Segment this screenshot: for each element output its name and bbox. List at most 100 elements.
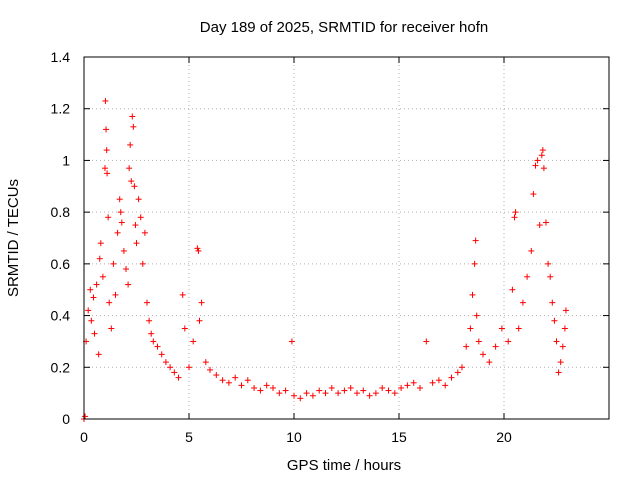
y-tick-label: 0 bbox=[62, 411, 70, 427]
data-point bbox=[532, 162, 539, 169]
data-point bbox=[108, 325, 115, 332]
data-point bbox=[429, 379, 436, 386]
data-point bbox=[448, 374, 455, 381]
data-point bbox=[423, 338, 430, 345]
y-tick-label: 0.4 bbox=[51, 308, 71, 324]
x-tick-label: 5 bbox=[185, 429, 193, 445]
data-point bbox=[148, 330, 155, 337]
data-point bbox=[511, 214, 518, 221]
data-point bbox=[562, 307, 569, 314]
data-point bbox=[540, 165, 547, 172]
data-point bbox=[410, 379, 417, 386]
data-point bbox=[545, 260, 552, 267]
data-point bbox=[341, 387, 348, 394]
data-point bbox=[486, 359, 493, 366]
data-point bbox=[91, 330, 98, 337]
x-tick-labels: 0 5 10 15 20 bbox=[80, 429, 512, 445]
data-point bbox=[198, 299, 205, 306]
data-point bbox=[130, 123, 137, 130]
data-point bbox=[524, 273, 531, 280]
data-point bbox=[190, 338, 197, 345]
data-point bbox=[118, 219, 125, 226]
data-point bbox=[114, 229, 121, 236]
data-point bbox=[186, 364, 192, 371]
data-point bbox=[509, 286, 516, 293]
data-point bbox=[291, 392, 297, 399]
data-point bbox=[559, 343, 566, 350]
data-point bbox=[512, 209, 519, 216]
data-point bbox=[150, 338, 157, 345]
data-point bbox=[146, 317, 153, 324]
data-point bbox=[538, 152, 545, 159]
data-point bbox=[471, 260, 478, 267]
data-point bbox=[88, 317, 95, 324]
data-point bbox=[105, 214, 112, 221]
data-point bbox=[110, 260, 117, 267]
data-point bbox=[391, 390, 398, 397]
data-point bbox=[404, 382, 411, 389]
data-point bbox=[553, 338, 560, 345]
data-point bbox=[167, 364, 174, 371]
data-point bbox=[561, 325, 568, 332]
data-point bbox=[162, 359, 169, 366]
data-point bbox=[547, 273, 554, 280]
data-point bbox=[238, 382, 245, 389]
data-point bbox=[232, 374, 239, 381]
data-point bbox=[225, 379, 232, 386]
data-point bbox=[480, 351, 486, 358]
data-point bbox=[179, 291, 186, 298]
data-point bbox=[539, 147, 546, 154]
data-point bbox=[519, 299, 526, 306]
data-point bbox=[555, 369, 562, 376]
data-point bbox=[435, 377, 442, 384]
data-point bbox=[505, 338, 512, 345]
data-point bbox=[102, 97, 109, 104]
data-point bbox=[131, 183, 138, 190]
data-point bbox=[454, 369, 461, 376]
data-point bbox=[385, 387, 392, 394]
data-point bbox=[93, 281, 100, 288]
data-point bbox=[194, 245, 201, 252]
data-point bbox=[97, 240, 104, 247]
y-tick-label: 1 bbox=[62, 152, 70, 168]
data-point bbox=[195, 247, 202, 254]
data-point bbox=[181, 325, 188, 332]
data-point bbox=[133, 240, 140, 247]
data-point bbox=[106, 299, 113, 306]
data-point bbox=[297, 395, 304, 402]
grid-lines bbox=[84, 57, 609, 419]
data-point bbox=[459, 364, 465, 371]
data-point bbox=[127, 141, 134, 148]
x-tick-label: 0 bbox=[80, 429, 88, 445]
data-point bbox=[463, 343, 470, 350]
data-point bbox=[354, 390, 360, 397]
data-point bbox=[372, 390, 379, 397]
data-point bbox=[112, 291, 119, 298]
data-point bbox=[139, 260, 146, 267]
data-point bbox=[551, 317, 558, 324]
data-point bbox=[530, 191, 537, 198]
data-point bbox=[141, 229, 148, 236]
data-point bbox=[360, 387, 367, 394]
data-point bbox=[95, 351, 102, 358]
data-point bbox=[442, 382, 449, 389]
data-point bbox=[257, 387, 264, 394]
x-tick-label: 20 bbox=[496, 429, 512, 445]
y-axis-label: SRMTID / TECUs bbox=[5, 179, 22, 297]
data-point bbox=[303, 390, 310, 397]
data-point bbox=[347, 384, 354, 391]
data-point bbox=[557, 359, 564, 366]
data-point bbox=[144, 299, 150, 306]
data-point bbox=[417, 384, 423, 391]
data-point bbox=[467, 325, 474, 332]
data-point bbox=[528, 247, 535, 254]
data-point bbox=[96, 255, 103, 262]
data-point bbox=[536, 222, 543, 229]
data-point bbox=[213, 372, 220, 379]
y-tick-label: 0.6 bbox=[51, 256, 71, 272]
chart-title: Day 189 of 2025, SRMTID for receiver hof… bbox=[200, 19, 488, 36]
data-point bbox=[366, 392, 373, 399]
data-point bbox=[549, 299, 556, 306]
data-point bbox=[87, 286, 94, 293]
